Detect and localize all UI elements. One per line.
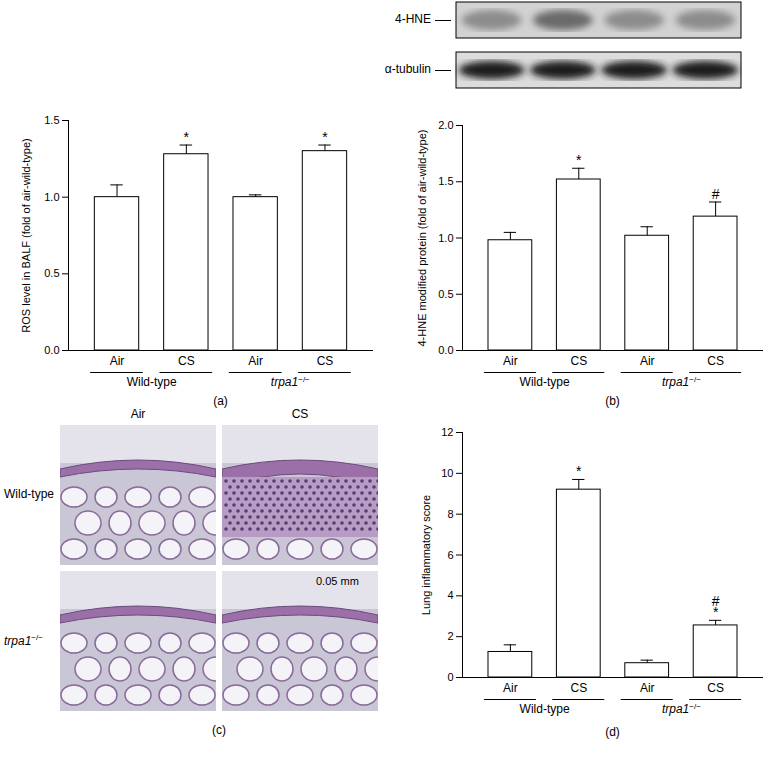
- svg-text:Wild-type: Wild-type: [520, 702, 570, 716]
- svg-text:Air: Air: [503, 354, 518, 368]
- svg-text:Air: Air: [503, 681, 518, 695]
- svg-text:CS: CS: [707, 681, 724, 695]
- svg-text:8: 8: [447, 508, 453, 520]
- svg-text:Air: Air: [640, 681, 655, 695]
- html-text:trpa1−/−: trpa1−/−: [4, 633, 43, 648]
- svg-text:trpa1−/−: trpa1−/−: [662, 375, 701, 389]
- html-text:4-HNE: 4-HNE: [395, 12, 431, 26]
- svg-text:Air: Air: [248, 354, 263, 368]
- svg-text:0.5: 0.5: [44, 267, 59, 279]
- svg-text:CS: CS: [570, 681, 587, 695]
- svg-text:12: 12: [441, 426, 453, 438]
- svg-text:4: 4: [447, 589, 453, 601]
- svg-text:0.5: 0.5: [438, 288, 453, 300]
- html-text:(c): (c): [212, 723, 226, 737]
- svg-text:0.0: 0.0: [438, 344, 453, 356]
- svg-text:trpa1−/−: trpa1−/−: [662, 702, 701, 717]
- svg-text:6: 6: [447, 549, 453, 561]
- svg-text:Air: Air: [110, 354, 125, 368]
- svg-text:2: 2: [447, 630, 453, 642]
- html-text:(b): (b): [605, 394, 620, 408]
- svg-text:CS: CS: [317, 354, 334, 368]
- html-text:Wild-type: Wild-type: [4, 487, 54, 501]
- svg-text:#: #: [712, 186, 720, 202]
- svg-text:1.0: 1.0: [44, 191, 59, 203]
- html-text:Air: Air: [130, 407, 146, 421]
- svg-text:*: *: [322, 129, 328, 145]
- svg-text:*: *: [576, 152, 582, 168]
- svg-text:trpa1−/−: trpa1−/−: [271, 375, 310, 390]
- svg-text:Lung inflammatory score: Lung inflammatory score: [420, 495, 432, 615]
- svg-text:#*: #*: [712, 593, 720, 620]
- svg-text:1.5: 1.5: [438, 175, 453, 187]
- svg-text:Wild-type: Wild-type: [127, 375, 177, 389]
- svg-text:10: 10: [441, 467, 453, 479]
- svg-text:0.0: 0.0: [44, 344, 59, 356]
- svg-text:CS: CS: [707, 354, 724, 368]
- html-text:(d): (d): [605, 725, 620, 739]
- svg-text:CS: CS: [570, 354, 587, 368]
- svg-text:1.0: 1.0: [438, 232, 453, 244]
- svg-text:2.0: 2.0: [438, 119, 453, 131]
- svg-text:*: *: [184, 129, 190, 145]
- svg-text:Wild-type: Wild-type: [520, 375, 570, 389]
- html-text:0.05 mm: 0.05 mm: [316, 575, 359, 587]
- svg-text:4-HNE modified protein (fold o: 4-HNE modified protein (fold of air-wild…: [416, 129, 428, 346]
- svg-text:ROS level in BALF (fold of air: ROS level in BALF (fold of air-wild-type…: [20, 138, 32, 332]
- html-text:CS: CS: [291, 407, 309, 421]
- svg-text:CS: CS: [178, 354, 195, 368]
- svg-text:0: 0: [447, 671, 453, 683]
- html-text:(a): (a): [213, 394, 228, 408]
- html-text:α-tubulin: α-tubulin: [384, 62, 431, 76]
- svg-text:1.5: 1.5: [44, 114, 59, 126]
- svg-text:Air: Air: [640, 354, 655, 368]
- svg-text:*: *: [576, 463, 582, 479]
